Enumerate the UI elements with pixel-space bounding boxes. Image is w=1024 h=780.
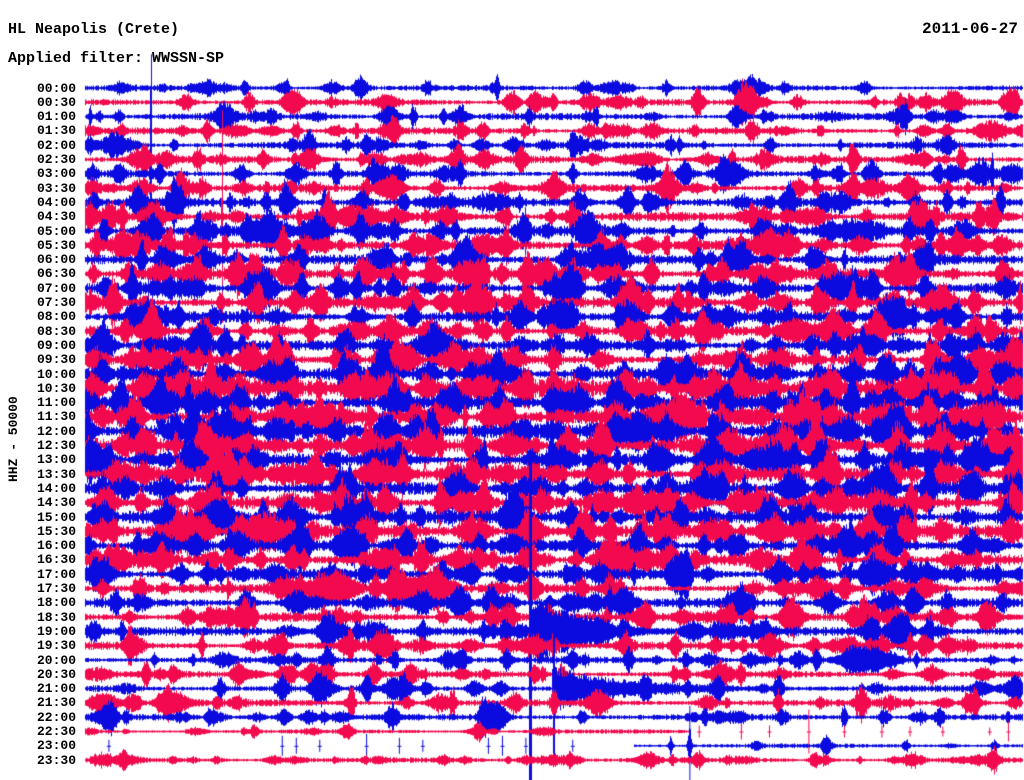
time-label-0230: 02:30 bbox=[36, 152, 76, 167]
time-label-1600: 16:00 bbox=[36, 538, 76, 554]
time-label-2130: 21:30 bbox=[36, 695, 76, 711]
time-label-2000: 20:00 bbox=[36, 652, 76, 668]
time-label-0800: 08:00 bbox=[36, 309, 76, 325]
time-label-1800: 18:00 bbox=[36, 595, 76, 611]
time-label-0200: 02:00 bbox=[36, 137, 76, 153]
time-label-1100: 11:00 bbox=[36, 395, 76, 411]
time-label-1330: 13:30 bbox=[36, 466, 76, 482]
time-label-2030: 20:30 bbox=[36, 666, 76, 682]
time-label-0000: 00:00 bbox=[36, 80, 76, 96]
time-label-2330: 23:30 bbox=[36, 752, 76, 768]
time-label-1830: 18:30 bbox=[36, 609, 76, 625]
time-label-0730: 07:30 bbox=[36, 295, 76, 310]
time-label-1900: 19:00 bbox=[36, 623, 76, 639]
time-label-1500: 15:00 bbox=[36, 509, 76, 525]
time-label-1300: 13:00 bbox=[36, 452, 76, 468]
time-label-0900: 09:00 bbox=[36, 337, 76, 353]
time-label-1130: 11:30 bbox=[36, 409, 76, 425]
time-label-0330: 03:30 bbox=[36, 180, 76, 196]
time-label-0500: 05:00 bbox=[36, 223, 76, 239]
station-title: HL Neapolis (Crete) bbox=[8, 21, 180, 38]
time-label-1730: 17:30 bbox=[36, 581, 76, 596]
time-label-1630: 16:30 bbox=[36, 552, 76, 568]
time-label-0100: 01:00 bbox=[36, 109, 76, 125]
time-label-0930: 09:30 bbox=[36, 352, 76, 368]
time-label-1930: 19:30 bbox=[36, 638, 76, 654]
time-label-1030: 10:30 bbox=[36, 380, 76, 396]
time-label-2230: 22:30 bbox=[36, 724, 76, 739]
time-label-1230: 12:30 bbox=[36, 438, 76, 453]
time-label-2100: 21:00 bbox=[36, 681, 76, 697]
time-label-0300: 03:00 bbox=[36, 166, 76, 182]
time-label-0830: 08:30 bbox=[36, 323, 76, 339]
time-label-2200: 22:00 bbox=[36, 709, 76, 725]
time-label-0600: 06:00 bbox=[36, 252, 76, 268]
time-label-0030: 00:30 bbox=[36, 94, 76, 110]
filter-label: Applied filter: WWSSN-SP bbox=[8, 50, 225, 67]
time-label-0630: 06:30 bbox=[36, 266, 76, 282]
time-label-0700: 07:00 bbox=[36, 280, 76, 296]
time-label-0530: 05:30 bbox=[36, 237, 76, 253]
time-label-0400: 04:00 bbox=[36, 194, 76, 210]
time-label-1430: 14:30 bbox=[36, 495, 76, 511]
time-label-1200: 12:00 bbox=[36, 423, 76, 439]
time-label-1000: 10:00 bbox=[36, 366, 76, 382]
time-label-1400: 14:00 bbox=[36, 480, 76, 496]
time-label-1530: 15:30 bbox=[36, 523, 76, 539]
time-label-2300: 23:00 bbox=[36, 738, 76, 754]
date-label: 2011-06-27 bbox=[921, 20, 1018, 38]
time-label-0130: 01:30 bbox=[36, 123, 76, 139]
time-label-1700: 17:00 bbox=[36, 566, 76, 582]
time-label-0430: 04:30 bbox=[36, 209, 76, 225]
